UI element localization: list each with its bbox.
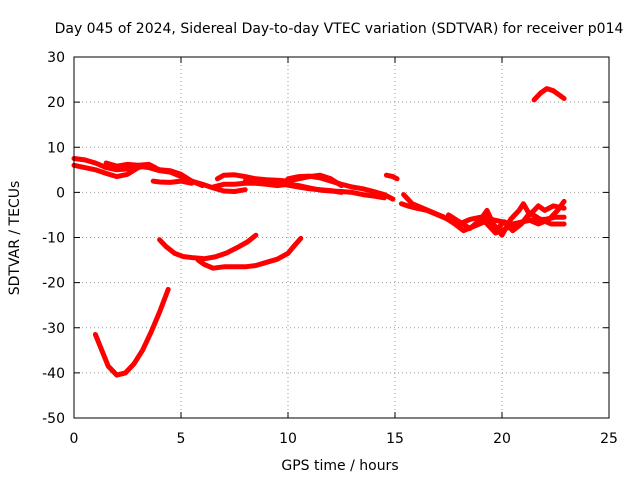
y-tick-label: -20 xyxy=(42,276,65,292)
x-tick-label: 0 xyxy=(70,431,79,447)
series-arc-main-3 xyxy=(103,160,158,171)
x-tick-label: 10 xyxy=(279,431,297,447)
series-arc-main-7 xyxy=(242,178,344,195)
series-arc-main-5 xyxy=(214,172,344,189)
y-tick-label: 0 xyxy=(56,185,65,201)
y-tick-label: 10 xyxy=(47,140,65,156)
y-tick-label: -10 xyxy=(42,231,65,247)
y-axis-label: SDTVAR / TECUs xyxy=(7,181,23,296)
ticks: 0 5 10 15 20 25 -50 -40 -30 -20 -10 0 10 20 30 xyxy=(42,50,618,447)
series-arc-main-8 xyxy=(285,173,396,202)
y-tick-label: -40 xyxy=(42,366,65,382)
series-arc-high xyxy=(531,86,567,103)
series-arc-main-4 xyxy=(150,178,195,186)
series-arc-late-3 xyxy=(446,201,567,238)
chart-title: Day 045 of 2024, Sidereal Day-to-day VTE… xyxy=(55,21,624,37)
series-arc-mid-1 xyxy=(157,232,259,262)
y-tick-label: 30 xyxy=(47,50,65,66)
series-arc-short-a xyxy=(383,172,400,182)
y-tick-label: -30 xyxy=(42,321,65,337)
series-arc-late-4 xyxy=(482,210,567,234)
plot-area xyxy=(71,86,567,378)
x-tick-label: 5 xyxy=(177,431,186,447)
series-arc-low xyxy=(92,286,171,378)
series-arc-mid-2 xyxy=(195,235,304,271)
y-tick-label: -50 xyxy=(42,411,65,427)
x-tick-label: 25 xyxy=(600,431,618,447)
x-axis-label: GPS time / hours xyxy=(281,458,398,474)
y-tick-label: 20 xyxy=(47,95,65,111)
x-tick-label: 20 xyxy=(493,431,511,447)
x-tick-label: 15 xyxy=(386,431,404,447)
